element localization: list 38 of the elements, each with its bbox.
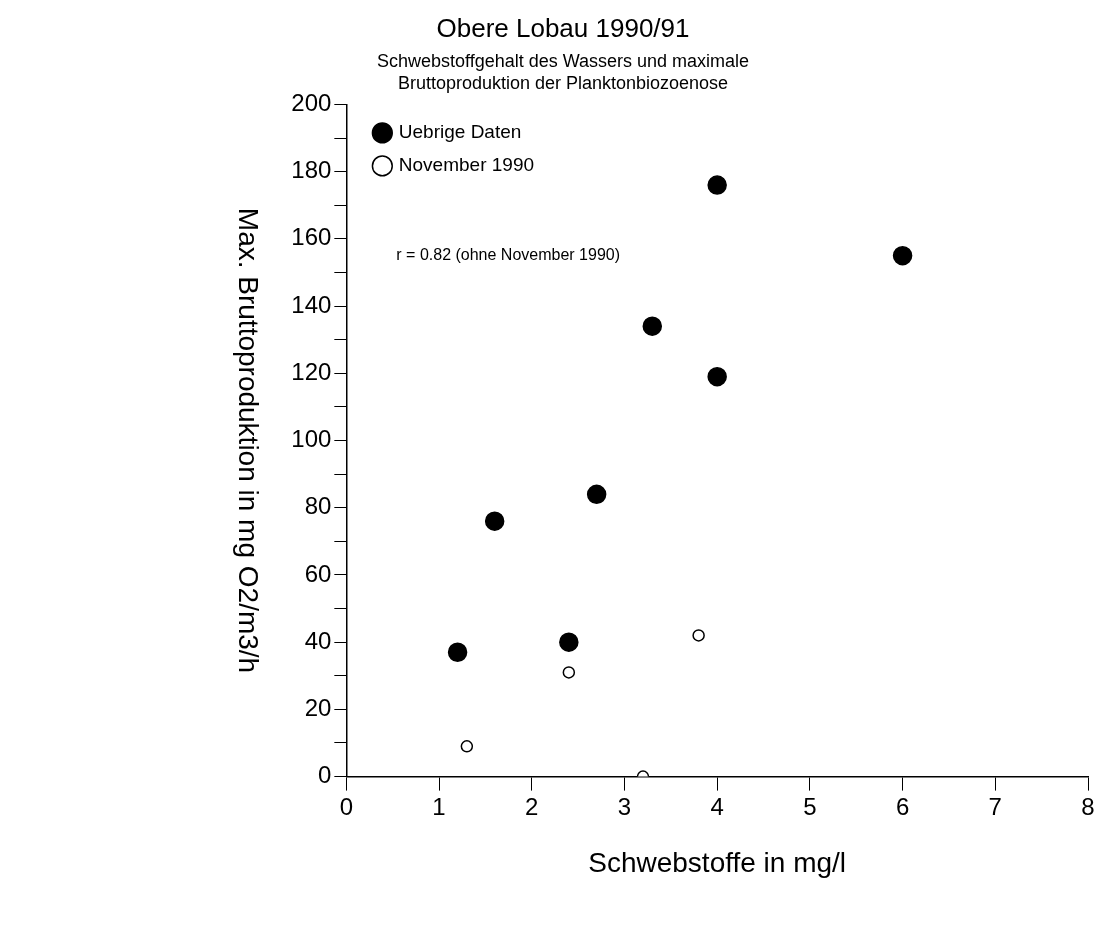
point [892,245,913,266]
y-tick-label: 180 [291,156,332,184]
y-tick-label: 0 [317,761,332,789]
point [692,629,705,642]
annotation: r = 0.82 (ohne November 1990) [396,246,621,264]
x-tick-label: 1 [432,792,446,820]
legend-label: Uebrige Daten [398,121,522,143]
x-tick-label: 6 [895,792,910,820]
point [707,175,727,195]
x-tick-label: 7 [988,792,1002,820]
x-tick-label: 4 [710,792,724,820]
point [586,484,607,505]
legend-label: November 1990 [398,154,535,176]
x-tick-label: 3 [617,792,632,820]
point [484,511,505,531]
point [460,740,474,753]
x-tick-label: 8 [1081,792,1095,820]
point [562,666,576,679]
x-tick-label: 2 [525,792,539,820]
x-tick-label: 0 [339,792,354,820]
point [559,632,579,652]
y-axis-title: Max. Bruttoproduktion in mg O2/m3/h [232,207,264,674]
chart-title: Obere Lobau 1990/91 [436,12,690,43]
y-tick-label: 140 [291,290,332,318]
y-tick-label: 20 [304,694,332,722]
y-tick-label: 200 [291,89,332,117]
point [642,316,663,336]
x-axis-title: Schwebstoffe in mg/l [588,846,847,878]
y-tick-label: 60 [304,559,332,587]
point [447,642,468,662]
y-tick-label: 100 [291,425,332,453]
y-tick-label: 80 [304,492,332,520]
y-tick-label: 160 [291,223,332,251]
y-tick-label: 40 [304,626,332,654]
point [707,366,727,387]
y-tick-label: 120 [291,357,332,385]
chart-subtitle: Schwebstoffgehalt des Wassers und maximale Bruttoproduktion der Planktonbiozoenose [376,50,750,93]
x-tick-label: 5 [803,792,817,820]
